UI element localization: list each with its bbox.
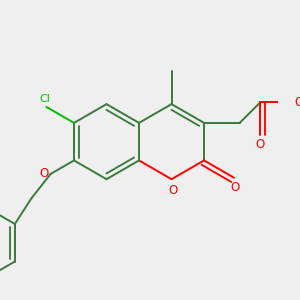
Text: O: O: [168, 184, 177, 197]
Text: O: O: [294, 96, 300, 109]
Text: O: O: [39, 167, 48, 180]
Text: O: O: [230, 181, 239, 194]
Text: Cl: Cl: [40, 94, 51, 104]
Text: O: O: [256, 138, 265, 151]
